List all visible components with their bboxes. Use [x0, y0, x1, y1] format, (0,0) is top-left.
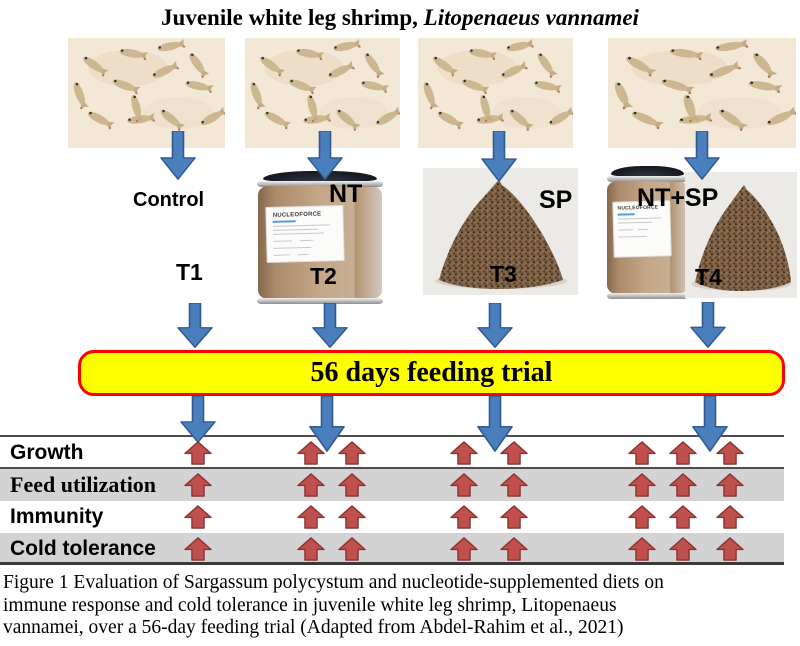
caption-line: immune response and cold tolerance in ju… [3, 594, 617, 616]
shrimp-photo-t4 [608, 38, 796, 148]
down-arrow-icon [312, 302, 348, 348]
down-arrow-icon [180, 395, 216, 443]
canister-label: NUCLEOFORCE [265, 204, 345, 263]
treatment-label-t1: T1 [176, 259, 203, 285]
up-arrow-icon [184, 505, 212, 529]
down-arrow-icon [477, 395, 513, 452]
up-arrow-icon [184, 537, 212, 561]
treatment-label-t4: T4 [695, 264, 722, 290]
sargassum-powder-t3 [423, 168, 578, 295]
canister-label-accent [272, 219, 296, 223]
outcome-row-cold-tolerance: Cold tolerance [0, 533, 784, 565]
up-arrow-icon [297, 473, 325, 497]
diet-label-sp: SP [539, 186, 573, 214]
down-arrow-icon [692, 395, 728, 452]
canister-top-rim [257, 180, 383, 187]
shrimp-photo-t1 [68, 38, 225, 148]
up-arrow-icon [450, 537, 478, 561]
canister-lid [263, 171, 377, 183]
up-arrow-icon [184, 473, 212, 497]
outcome-row-growth: Growth [0, 437, 784, 469]
up-arrow-icon [338, 441, 366, 465]
nucleotide-canister-t2: NUCLEOFORCE [257, 171, 383, 304]
up-arrow-icon [716, 473, 744, 497]
sargassum-powder-t4 [685, 172, 797, 298]
treatment-label-t3: T3 [490, 261, 517, 287]
down-arrow-icon [481, 130, 517, 182]
up-arrow-icon [669, 505, 697, 529]
up-arrow-icon [500, 537, 528, 561]
up-arrow-icon [669, 441, 697, 465]
title-species-name: Litopenaeus vannamei [423, 5, 639, 30]
up-arrow-icon [450, 505, 478, 529]
up-arrow-icon [500, 505, 528, 529]
up-arrow-icon [338, 473, 366, 497]
figure-caption: Figure 1 Evaluation of Sargassum polycys… [3, 572, 799, 640]
treatment-label-t2: T2 [310, 263, 337, 289]
up-arrow-icon [628, 537, 656, 561]
down-arrow-icon [307, 130, 343, 180]
shrimp-photo-t2 [245, 38, 400, 148]
up-arrow-icon [184, 441, 212, 465]
title-prefix: Juvenile white leg shrimp, [161, 5, 424, 30]
up-arrow-icon [669, 537, 697, 561]
canister-bottom-rim [607, 293, 688, 299]
up-arrow-icon [628, 505, 656, 529]
outcomes-table: Growth Feed utilization Immunity Cold to… [0, 435, 784, 565]
canister-lid [611, 166, 684, 178]
up-arrow-icon [669, 473, 697, 497]
canister-label-accent [617, 213, 635, 216]
up-arrow-icon [450, 441, 478, 465]
caption-line: Figure 1 Evaluation of Sargassum polycys… [3, 572, 664, 593]
up-arrow-icon [450, 473, 478, 497]
down-arrow-icon [309, 395, 345, 452]
feeding-trial-banner: 56 days feeding trial [78, 350, 785, 396]
up-arrow-icon [500, 473, 528, 497]
figure-title: Juvenile white leg shrimp, Litopenaeus v… [0, 5, 800, 31]
up-arrow-icon [297, 505, 325, 529]
up-arrow-icon [338, 537, 366, 561]
shrimp-photo-t3 [418, 38, 573, 148]
up-arrow-icon [500, 441, 528, 465]
down-arrow-icon [690, 301, 726, 348]
canister-bottom-rim [257, 298, 383, 304]
up-arrow-icon [297, 537, 325, 561]
up-arrow-icon [297, 441, 325, 465]
up-arrow-icon [716, 505, 744, 529]
down-arrow-icon [160, 130, 196, 180]
up-arrow-icon [338, 505, 366, 529]
down-arrow-icon [684, 130, 720, 180]
up-arrow-icon [716, 441, 744, 465]
outcome-row-immunity: Immunity [0, 501, 784, 533]
diet-label-nt: NT [329, 180, 363, 208]
down-arrow-icon [477, 302, 513, 348]
up-arrow-icon [628, 441, 656, 465]
canister-top-rim [607, 175, 688, 182]
diet-label-nt-sp: NT+SP [637, 184, 719, 212]
up-arrow-icon [628, 473, 656, 497]
canister-brand-text: NUCLEOFORCE [272, 211, 322, 219]
outcome-row-feed-utilization: Feed utilization [0, 469, 784, 501]
caption-line: vannamei, over a 56-day feeding trial (A… [3, 617, 624, 638]
down-arrow-icon [177, 302, 213, 348]
up-arrow-icon [716, 537, 744, 561]
nucleotide-canister-t4: NUCLEOFORCE [607, 166, 688, 299]
diet-label-control: Control [133, 189, 205, 211]
